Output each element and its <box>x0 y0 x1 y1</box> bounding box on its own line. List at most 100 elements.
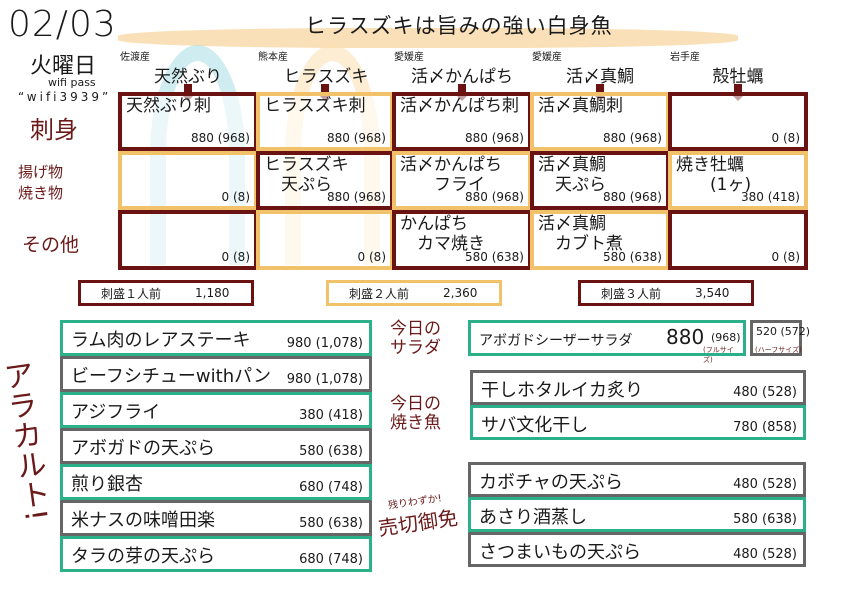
menu-cell[interactable]: 0 (8) <box>668 92 808 151</box>
menu-cell-price: 880 (968) <box>327 190 386 204</box>
menu-cell-price: 880 (968) <box>603 190 662 204</box>
menu-cell-name: 活〆真鯛 カブト煮 <box>538 214 623 254</box>
set-price: 1,180 <box>195 286 230 300</box>
headline: ヒラスズキは旨みの強い白身魚 <box>305 14 613 38</box>
origin-label: 佐渡産 <box>120 52 150 63</box>
item-price: 480 (528) <box>733 385 797 400</box>
salad-half-note: (ハーフサイズ) <box>755 346 802 354</box>
salad-label: 今日の サラダ <box>390 319 441 358</box>
menu-cell-name: かんぱち カマ焼き <box>400 214 485 254</box>
grilled-label: 今日の 焼き魚 <box>390 394 441 433</box>
row-label: その他 <box>22 234 80 256</box>
sashimi-set[interactable]: 刺盛２人前 2,360 <box>326 280 502 306</box>
menu-cell-price: 0 (8) <box>357 250 386 264</box>
item-price: 780 (858) <box>733 420 797 435</box>
origin-label: 愛媛産 <box>532 52 562 63</box>
alacarte-item[interactable]: アボガドの天ぷら 580 (638) <box>60 428 372 464</box>
item-name: ラム肉のレアステーキ <box>71 330 251 351</box>
salad-price-full: 880 <box>666 325 705 349</box>
menu-cell-price: 880 (968) <box>465 131 524 145</box>
row-label: 刺身 <box>30 116 78 144</box>
date: 02/03 <box>8 4 117 45</box>
menu-cell[interactable]: 活〆真鯛刺 880 (968) <box>530 92 670 151</box>
soldout-item[interactable]: あさり酒蒸し 580 (638) <box>468 497 806 532</box>
item-price: 480 (528) <box>733 547 797 562</box>
item-price: 580 (638) <box>299 444 363 459</box>
set-label: 刺盛１人前 <box>101 286 162 301</box>
soldout-item[interactable]: カボチャの天ぷら 480 (528) <box>468 462 806 497</box>
item-price: 380 (418) <box>299 408 363 423</box>
fish-name: 殻牡蠣 <box>712 67 764 87</box>
item-name: アジフライ <box>71 402 161 423</box>
brush-stroke-yellow <box>118 28 738 48</box>
alacarte-label: アラカルト! <box>0 358 54 524</box>
menu-cell[interactable]: 0 (8) <box>118 210 258 270</box>
salad-price-full-tax: (968) <box>711 331 741 344</box>
salad-card[interactable]: アボガドシーザーサラダ 880 (968) (フルサイズ) <box>468 320 746 364</box>
alacarte-item[interactable]: 米ナスの味噌田楽 580 (638) <box>60 500 372 536</box>
salad-name: アボガドシーザーサラダ <box>479 333 633 349</box>
grilled-item[interactable]: サバ文化干し 780 (858) <box>470 405 806 440</box>
alacarte-item[interactable]: ラム肉のレアステーキ 980 (1,078) <box>60 320 372 356</box>
menu-cell[interactable]: 0 (8) <box>668 210 808 270</box>
alacarte-item[interactable]: ビーフシチューwithパン 980 (1,078) <box>60 356 372 392</box>
alacarte-item[interactable]: 煎り銀杏 680 (748) <box>60 464 372 500</box>
menu-cell[interactable]: 焼き牡蠣 (1ヶ) 380 (418) <box>668 151 808 210</box>
menu-cell-price: 880 (968) <box>603 131 662 145</box>
item-price: 580 (638) <box>299 516 363 531</box>
fish-name: 活〆かんぱち <box>411 67 513 87</box>
fish-name: 天然ぶり <box>154 67 222 87</box>
set-label: 刺盛３人前 <box>601 286 662 301</box>
menu-cell-price: 880 (968) <box>191 131 250 145</box>
wifi-password: “wifi3939” <box>18 90 112 104</box>
origin-label: 熊本産 <box>258 52 288 63</box>
set-price: 2,360 <box>443 286 478 300</box>
origin-label: 愛媛産 <box>394 52 424 63</box>
wifi-label: wifi pass <box>48 76 96 89</box>
menu-cell[interactable]: ヒラスズキ 天ぷら 880 (968) <box>256 151 394 210</box>
fish-name: ヒラスズキ <box>283 67 369 87</box>
item-name: タラの芽の天ぷら <box>71 546 215 567</box>
set-price: 3,540 <box>695 286 730 300</box>
item-name: 米ナスの味噌田楽 <box>71 510 215 531</box>
menu-cell[interactable]: 活〆かんぱち フライ 880 (968) <box>392 151 532 210</box>
menu-cell[interactable]: 天然ぶり刺 880 (968) <box>118 92 258 151</box>
menu-cell-name: 焼き牡蠣 (1ヶ) <box>676 155 752 195</box>
menu-cell-price: 880 (968) <box>465 190 524 204</box>
alacarte-item[interactable]: アジフライ 380 (418) <box>60 392 372 428</box>
item-name: ビーフシチューwithパン <box>71 366 272 387</box>
soldout-item[interactable]: さつまいもの天ぷら 480 (528) <box>468 532 806 567</box>
item-price: 480 (528) <box>733 477 797 492</box>
menu-cell[interactable]: 活〆真鯛 カブト煮 580 (638) <box>530 210 670 270</box>
item-name: さつまいもの天ぷら <box>479 542 641 563</box>
sashimi-set[interactable]: 刺盛３人前 3,540 <box>578 280 754 306</box>
menu-cell-name: ヒラスズキ刺 <box>264 96 366 116</box>
item-name: あさり酒蒸し <box>479 507 587 528</box>
menu-cell-name: 活〆真鯛 天ぷら <box>538 155 606 195</box>
salad-full-note: (フルサイズ) <box>703 346 734 364</box>
grilled-item[interactable]: 干しホタルイカ炙り 480 (528) <box>470 370 806 405</box>
menu-cell-price: 0 (8) <box>771 250 800 264</box>
item-price: 680 (748) <box>299 552 363 567</box>
sashimi-set[interactable]: 刺盛１人前 1,180 <box>78 280 254 306</box>
menu-cell[interactable]: 活〆かんぱち刺 880 (968) <box>392 92 532 151</box>
salad-half-card[interactable]: 520 (572) (ハーフサイズ) <box>750 320 810 356</box>
menu-cell-price: 0 (8) <box>771 131 800 145</box>
item-name: 干しホタルイカ炙り <box>481 380 643 401</box>
menu-cell[interactable]: かんぱち カマ焼き 580 (638) <box>392 210 532 270</box>
menu-cell[interactable]: ヒラスズキ刺 880 (968) <box>256 92 394 151</box>
weekday: 火曜日 <box>30 54 97 79</box>
menu-cell-name: 活〆かんぱち フライ <box>400 155 502 195</box>
alacarte-item[interactable]: タラの芽の天ぷら 680 (748) <box>60 536 372 572</box>
menu-cell-name: 天然ぶり刺 <box>126 96 211 116</box>
origin-label: 岩手産 <box>670 52 700 63</box>
row-label: 揚げ物 焼き物 <box>18 163 64 202</box>
menu-cell[interactable]: 活〆真鯛 天ぷら 880 (968) <box>530 151 670 210</box>
menu-cell-price: 380 (418) <box>741 190 800 204</box>
item-price: 580 (638) <box>733 512 797 527</box>
menu-cell[interactable]: 0 (8) <box>256 210 394 270</box>
menu-cell-price: 0 (8) <box>221 190 250 204</box>
item-name: カボチャの天ぷら <box>479 472 623 493</box>
menu-cell-name: 活〆真鯛刺 <box>538 96 623 116</box>
menu-cell[interactable]: 0 (8) <box>118 151 258 210</box>
